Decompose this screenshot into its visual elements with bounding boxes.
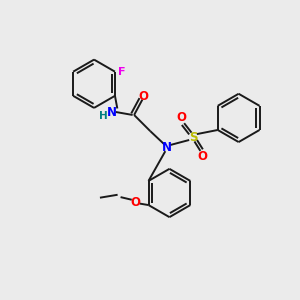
Text: S: S — [189, 130, 197, 143]
Text: N: N — [107, 106, 117, 118]
Text: O: O — [198, 150, 208, 163]
Text: N: N — [161, 141, 172, 154]
Text: O: O — [177, 111, 187, 124]
Text: F: F — [118, 67, 126, 77]
Text: O: O — [139, 90, 149, 103]
Text: H: H — [99, 111, 108, 122]
Text: O: O — [130, 196, 140, 208]
